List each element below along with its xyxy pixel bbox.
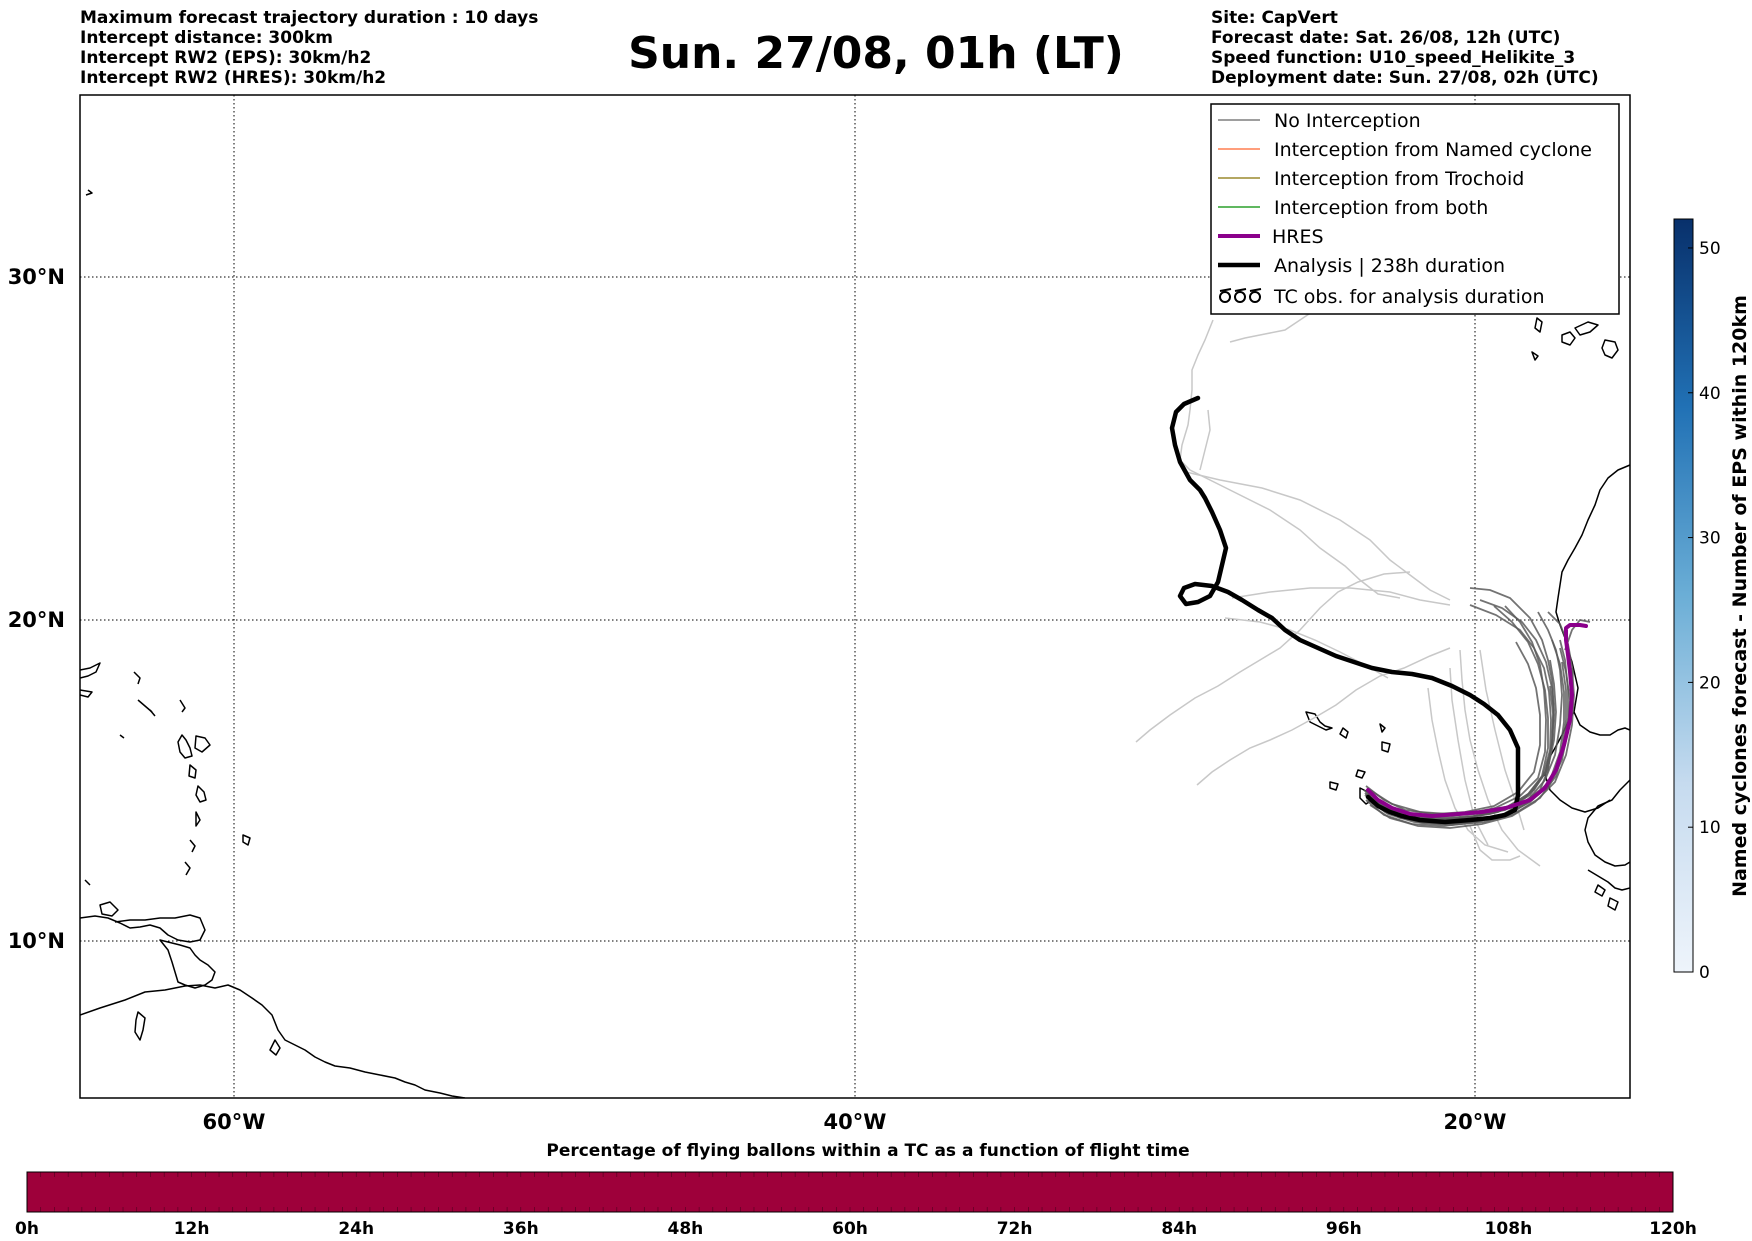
legend-label-both: Interception from both [1274, 197, 1488, 219]
legend-label-tc-obs: TC obs. for analysis duration [1273, 286, 1545, 308]
colorbar-right-tick-label: 20 [1699, 673, 1721, 693]
page-title: Sun. 27/08, 01h (LT) [0, 26, 1752, 82]
colorbar-bottom-bar [26, 1171, 1674, 1213]
lat-label-10: 10°N [8, 929, 65, 953]
colorbar-bottom-tick-label: 60h [832, 1219, 868, 1239]
colorbar-bottom-tick-label: 48h [668, 1219, 704, 1239]
legend: No Interception Interception from Named … [1210, 103, 1620, 315]
site-text: Site: CapVert [1211, 8, 1338, 28]
colorbar-bottom-tick-label: 36h [503, 1219, 539, 1239]
tc-symbol-icon [1219, 288, 1262, 303]
colorbar-bottom-tick-label: 72h [997, 1219, 1033, 1239]
lon-tick-labels: 60°W 40°W 20°W [203, 1110, 1507, 1134]
legend-label-analysis: Analysis | 238h duration [1274, 255, 1505, 277]
lon-label-60: 60°W [203, 1110, 266, 1134]
colorbar-bottom-title: Percentage of flying ballons within a TC… [546, 1141, 1189, 1161]
intercept-distance-text: Intercept distance: 300km [80, 28, 333, 48]
colorbar-bottom-tick-label: 0h [15, 1219, 39, 1239]
map-frame [79, 94, 1631, 1099]
analysis-trajectory [1169, 395, 1521, 825]
lat-label-20: 20°N [8, 608, 65, 632]
page-title-text: Sun. 27/08, 01h (LT) [628, 28, 1124, 79]
colorbar-right-tick-label: 10 [1699, 818, 1721, 838]
colorbar-bottom-tick-label: 84h [1161, 1219, 1197, 1239]
colorbar-bottom-tick-label: 24h [338, 1219, 374, 1239]
lat-label-30: 30°N [8, 265, 65, 289]
forecast-date-text: Forecast date: Sat. 26/08, 12h (UTC) [1211, 28, 1561, 48]
colorbar-right-tick-label: 50 [1699, 239, 1721, 259]
site-info: Site: CapVert Forecast date: Sat. 26/08,… [1211, 8, 1599, 88]
colorbar-bottom-tick-label: 12h [174, 1219, 210, 1239]
intercept-hres-text: Intercept RW2 (HRES): 30km/h2 [80, 68, 387, 88]
colorbar-right-tick-label: 30 [1699, 529, 1721, 549]
map-grid [80, 95, 1630, 1098]
intercept-eps-text: Intercept RW2 (EPS): 30km/h2 [80, 48, 372, 68]
legend-label-no-interception: No Interception [1274, 110, 1421, 132]
colorbar-right: 0 10 20 30 40 50 Named cyclones forecast - Nu… [1673, 218, 1751, 983]
lat-tick-labels: 30°N 20°N 10°N [8, 265, 65, 953]
lon-label-20: 20°W [1444, 1110, 1507, 1134]
legend-box [1210, 103, 1620, 315]
lon-label-40: 40°W [824, 1110, 887, 1134]
colorbar-bottom-tick-label: 120h [1649, 1219, 1697, 1239]
legend-label-named-cyclone: Interception from Named cyclone [1274, 139, 1592, 161]
legend-label-hres: HRES [1272, 226, 1324, 248]
colorbar-right-tick-label: 0 [1699, 963, 1710, 983]
legend-label-trochoid: Interception from Trochoid [1274, 168, 1524, 190]
colorbar-right-gradient [1673, 218, 1694, 973]
colorbar-bottom-tick-label: 108h [1485, 1219, 1533, 1239]
colorbar-right-tick-label: 40 [1699, 384, 1721, 404]
forecast-parameters: Maximum forecast trajectory duration : 1… [80, 8, 538, 88]
deployment-date-text: Deployment date: Sun. 27/08, 02h (UTC) [1211, 68, 1599, 88]
hres-trajectory [1366, 623, 1588, 818]
colorbar-bottom-tick-label: 96h [1326, 1219, 1362, 1239]
speed-function-text: Speed function: U10_speed_Helikite_3 [1211, 48, 1576, 68]
coastlines-west [80, 189, 466, 1098]
max-duration-text: Maximum forecast trajectory duration : 1… [80, 8, 539, 28]
colorbar-right-label: Named cyclones forecast - Number of EPS … [1729, 295, 1751, 897]
colorbar-bottom: Percentage of flying ballons within a TC… [15, 1141, 1697, 1239]
